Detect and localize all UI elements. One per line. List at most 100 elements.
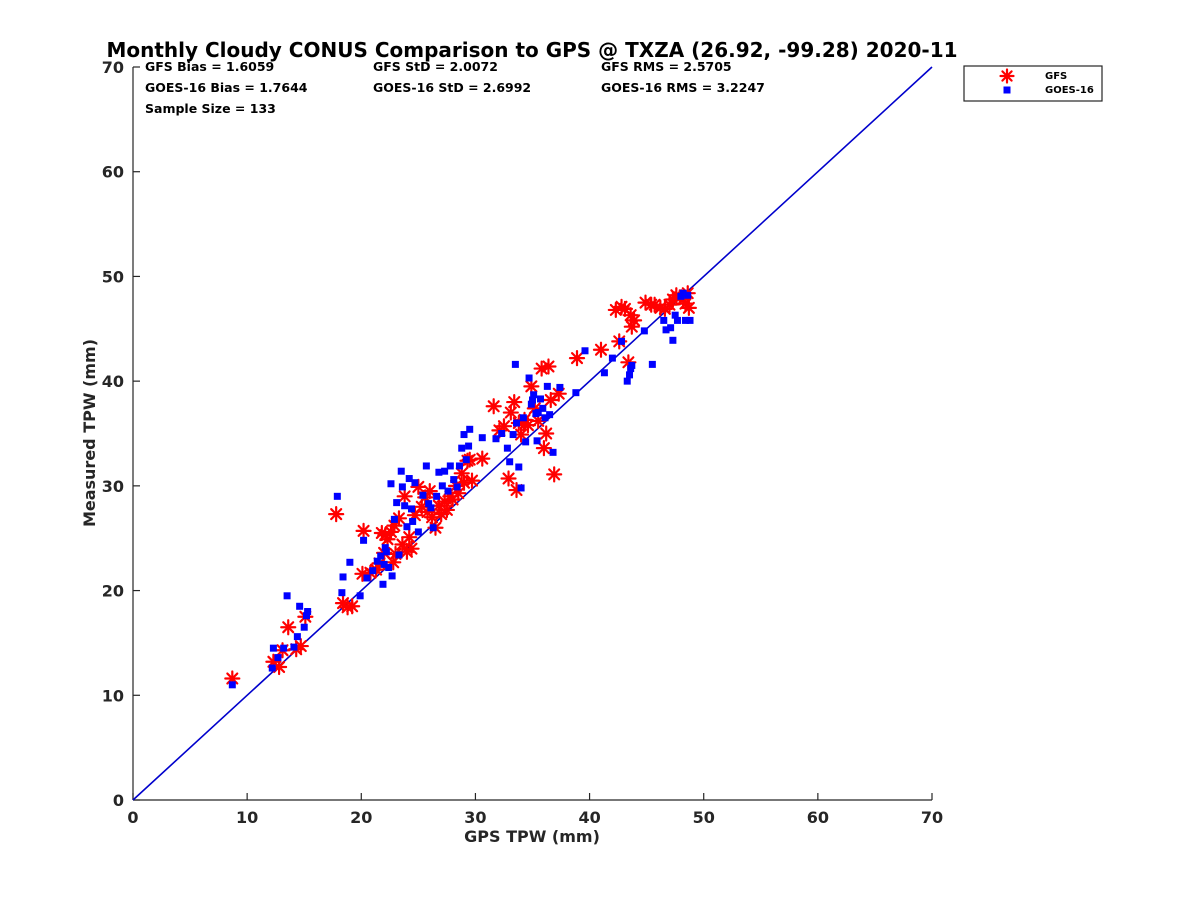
goes-16-point xyxy=(408,505,416,513)
gfs-point xyxy=(396,488,413,505)
gfs-point xyxy=(421,482,438,500)
goes-16-point xyxy=(411,479,419,487)
goes-16-point xyxy=(333,492,341,500)
goes-16-point xyxy=(525,374,533,382)
goes-16-point xyxy=(662,326,670,334)
y-tick-label: 0 xyxy=(113,791,124,810)
goes-16-point xyxy=(363,574,371,582)
goes-16-point xyxy=(626,371,634,379)
goes-16-point xyxy=(478,434,486,442)
goes-16-point xyxy=(444,487,452,495)
x-tick-label: 20 xyxy=(350,808,372,827)
legend-gfs-label: GFS xyxy=(1045,71,1067,82)
goes-16-point xyxy=(360,536,368,544)
x-tick-label: 50 xyxy=(693,808,715,827)
goes-16-point xyxy=(466,425,474,433)
goes-16-point xyxy=(433,492,441,500)
gfs-point xyxy=(680,299,697,316)
goes-16-point xyxy=(503,444,511,452)
goes-16-point xyxy=(492,435,500,443)
goes-16-point xyxy=(527,400,535,408)
goes-16-point xyxy=(290,643,298,651)
goes-16-point xyxy=(446,462,454,470)
goes-16-point xyxy=(274,654,282,662)
legend-goes-marker xyxy=(1003,86,1011,94)
stat-gfs-rms: GFS RMS = 2.5705 xyxy=(601,59,732,74)
x-tick-label: 70 xyxy=(921,808,943,827)
goes-16-point xyxy=(522,438,530,446)
x-axis-label: GPS TPW (mm) xyxy=(464,827,600,846)
goes-16-point xyxy=(539,404,547,412)
gfs-point xyxy=(328,506,345,523)
goes-16-point xyxy=(618,337,626,345)
goes-16-point xyxy=(405,475,413,483)
goes-16-point xyxy=(339,573,347,581)
goes-16-point xyxy=(534,409,542,417)
goes-16-point xyxy=(628,361,636,369)
plot-axes xyxy=(132,67,932,801)
stat-goes-std: GOES-16 StD = 2.6992 xyxy=(373,80,531,95)
x-tick-label: 10 xyxy=(236,808,258,827)
goes-16-point xyxy=(377,552,385,560)
y-tick-label: 40 xyxy=(102,372,124,391)
goes-16-point xyxy=(623,377,631,385)
stat-goes-bias: GOES-16 Bias = 1.7644 xyxy=(145,80,308,95)
gfs-point xyxy=(344,598,361,615)
goes-16-point xyxy=(387,480,395,488)
axis-ticks: 0 10 20 30 40 50 60 70 0 10 20 30 40 50 60 70 xyxy=(102,58,943,827)
goes-16-point xyxy=(458,444,466,452)
goes-16-point xyxy=(667,324,675,332)
goes-16-point xyxy=(438,482,446,490)
goes-16-point xyxy=(302,612,310,620)
goes-16-series xyxy=(228,289,694,689)
x-tick-label: 30 xyxy=(464,808,486,827)
identity-reference-line xyxy=(132,66,933,801)
goes-16-point xyxy=(427,504,435,512)
y-tick-label: 60 xyxy=(102,163,124,182)
gfs-point xyxy=(592,341,610,358)
goes-16-point xyxy=(395,551,403,559)
goes-16-point xyxy=(462,456,470,464)
goes-16-point xyxy=(380,560,388,568)
goes-16-point xyxy=(373,557,381,565)
goes-16-point xyxy=(228,681,236,689)
gfs-point xyxy=(568,350,586,367)
goes-16-point xyxy=(425,500,433,508)
goes-16-point xyxy=(269,644,277,652)
chart-title: Monthly Cloudy CONUS Comparison to GPS @… xyxy=(106,38,957,62)
goes-16-point xyxy=(403,523,411,531)
gfs-point xyxy=(401,529,418,546)
goes-16-point xyxy=(671,311,679,319)
goes-16-point xyxy=(543,382,551,390)
goes-16-point xyxy=(530,391,538,399)
stat-sample-size: Sample Size = 133 xyxy=(145,101,276,116)
statistics-block: GFS Bias = 1.6059 GFS StD = 2.0072 GFS R… xyxy=(145,59,765,116)
gfs-point xyxy=(546,466,563,483)
legend-gfs-asterisk xyxy=(999,68,1015,84)
stat-gfs-std: GFS StD = 2.0072 xyxy=(373,59,498,74)
goes-16-point xyxy=(398,483,406,491)
gfs-point xyxy=(538,425,555,442)
y-tick-label: 10 xyxy=(102,686,124,705)
legend-box xyxy=(963,65,1103,102)
gfs-point xyxy=(485,398,502,415)
goes-16-point xyxy=(304,608,312,616)
goes-16-point xyxy=(419,491,427,499)
goes-16-point xyxy=(541,414,549,422)
goes-16-point xyxy=(346,558,354,566)
goes-16-point xyxy=(509,431,517,439)
goes-16-point xyxy=(293,633,301,641)
goes-16-point xyxy=(648,360,656,368)
gfs-point xyxy=(355,522,372,539)
goes-16-point xyxy=(681,316,689,324)
goes-16-point xyxy=(515,463,523,471)
goes-16-point xyxy=(450,476,458,484)
goes-16-point xyxy=(268,664,276,672)
goes-16-point xyxy=(296,602,304,610)
goes-16-point xyxy=(455,462,463,470)
legend-goes-square xyxy=(1003,86,1011,94)
goes-16-point xyxy=(581,347,589,355)
gfs-point xyxy=(438,501,455,519)
y-axis-label: Measured TPW (mm) xyxy=(80,339,99,527)
